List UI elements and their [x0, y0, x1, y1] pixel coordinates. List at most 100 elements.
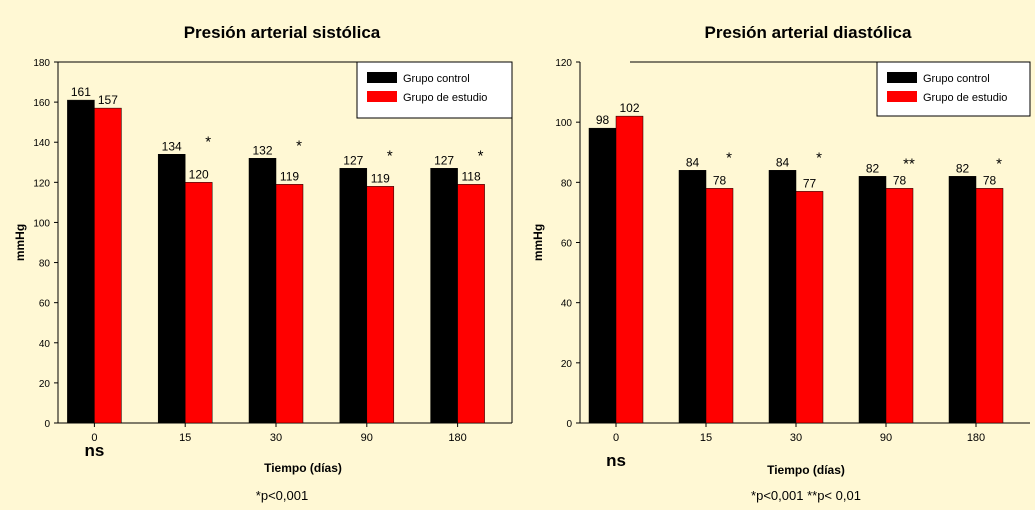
bar-control — [157, 154, 186, 424]
y-tick-label: 60 — [561, 239, 573, 250]
legend-box — [356, 61, 513, 119]
significance-marker: * — [726, 149, 732, 166]
significance-marker: * — [816, 149, 822, 166]
bar-value-label: 82 — [956, 161, 970, 175]
x-tick-label: 30 — [790, 432, 802, 444]
y-tick-label: 80 — [561, 178, 573, 189]
x-tick-label: 180 — [448, 432, 466, 444]
legend-label: Grupo de estudio — [403, 92, 487, 104]
legend-box — [876, 61, 1031, 117]
x-tick-label: 180 — [967, 432, 985, 444]
bar-control — [430, 168, 458, 424]
y-tick-label: 100 — [33, 218, 50, 229]
y-tick-label: 20 — [39, 379, 51, 390]
legend-label: Grupo control — [403, 73, 470, 85]
bar-value-label: 157 — [98, 93, 118, 107]
y-tick-label: 0 — [566, 419, 572, 430]
y-tick-label: 40 — [561, 299, 573, 310]
bar-control — [67, 99, 95, 424]
legend: Grupo control Grupo de estudio — [876, 61, 1031, 117]
x-tick-label: 0 — [91, 432, 97, 444]
y-tick-label: 120 — [555, 58, 572, 69]
bar-study — [184, 182, 213, 424]
y-tick-label: 80 — [39, 259, 51, 270]
bar-value-label: 132 — [252, 143, 272, 157]
bar-value-label: 102 — [619, 101, 639, 115]
significance-marker: * — [387, 147, 393, 164]
bar-control — [948, 176, 977, 424]
bar-control — [588, 127, 617, 424]
bar-value-label: 161 — [71, 85, 91, 99]
bar-value-label: 78 — [713, 173, 727, 187]
x-tick-label: 90 — [361, 432, 373, 444]
y-axis-label: mmHg — [531, 224, 545, 261]
significance-marker: * — [996, 155, 1002, 172]
bar-value-label: 77 — [803, 176, 817, 190]
bar-control — [858, 176, 887, 424]
bar-control — [248, 158, 277, 424]
ns-label: ns — [606, 451, 626, 470]
bar-value-label: 84 — [686, 155, 700, 169]
significance-marker: * — [478, 147, 484, 164]
y-tick-label: 160 — [33, 98, 50, 109]
bar-control — [768, 170, 797, 424]
bar-value-label: 118 — [462, 169, 481, 183]
legend-label: Grupo de estudio — [923, 92, 1007, 104]
chart-panel-2: Presión arterial diastólica 0 20 40 60 80 100 1… — [531, 23, 1031, 503]
y-tick-label: 60 — [39, 299, 51, 310]
chart-title: Presión arterial sistólica — [184, 23, 381, 42]
footnote: *p<0,001 **p< 0,01 — [751, 488, 861, 503]
bar-value-label: 78 — [893, 173, 907, 187]
bar-study — [366, 186, 395, 424]
legend-label: Grupo control — [923, 73, 990, 85]
x-axis-label: Tiempo (días) — [264, 461, 342, 475]
bar-value-label: 127 — [343, 153, 363, 167]
footnote: *p<0,001 — [256, 488, 308, 503]
bar-study — [94, 107, 122, 424]
chart-title: Presión arterial diastólica — [705, 23, 912, 42]
y-axis-label: mmHg — [13, 224, 27, 261]
y-tick-label: 40 — [39, 339, 51, 350]
significance-marker: * — [296, 137, 302, 154]
x-tick-label: 0 — [613, 432, 619, 444]
bar-study — [885, 188, 914, 424]
x-tick-label: 15 — [179, 432, 191, 444]
x-tick-label: 90 — [880, 432, 892, 444]
bar-study — [457, 184, 485, 424]
bar-value-label: 98 — [596, 113, 610, 127]
x-tick-label: 15 — [700, 432, 712, 444]
ns-label: ns — [84, 441, 104, 460]
y-tick-label: 0 — [44, 419, 50, 430]
bar-value-label: 120 — [189, 167, 209, 181]
bar-study — [975, 188, 1004, 424]
y-tick-label: 100 — [555, 118, 572, 129]
bar-value-label: 119 — [280, 169, 299, 183]
bar-value-label: 78 — [983, 173, 997, 187]
y-tick-label: 180 — [33, 58, 50, 69]
x-axis-label: Tiempo (días) — [767, 463, 845, 477]
chart-panel-1: Presión arterial sistólica 0 20 40 60 80 100 12… — [13, 23, 513, 503]
x-tick-label: 30 — [270, 432, 282, 444]
y-tick-label: 120 — [33, 178, 50, 189]
y-tick-label: 140 — [33, 138, 50, 149]
y-tick-label: 20 — [561, 359, 573, 370]
bar-value-label: 84 — [776, 155, 790, 169]
bar-value-label: 119 — [371, 171, 390, 185]
significance-marker: ** — [903, 155, 915, 172]
bar-value-label: 127 — [434, 153, 454, 167]
bar-study — [275, 184, 304, 424]
legend-swatch — [367, 91, 397, 102]
legend-swatch — [887, 72, 917, 83]
bar-control — [678, 170, 707, 424]
bar-value-label: 82 — [866, 161, 880, 175]
significance-marker: * — [205, 133, 211, 150]
bar-study — [615, 115, 644, 424]
legend: Grupo control Grupo de estudio — [356, 61, 513, 119]
bar-study — [705, 188, 734, 424]
bar-study — [795, 191, 824, 424]
legend-swatch — [367, 72, 397, 83]
bar-value-label: 134 — [162, 139, 182, 153]
bar-control — [339, 168, 368, 424]
legend-swatch — [887, 91, 917, 102]
